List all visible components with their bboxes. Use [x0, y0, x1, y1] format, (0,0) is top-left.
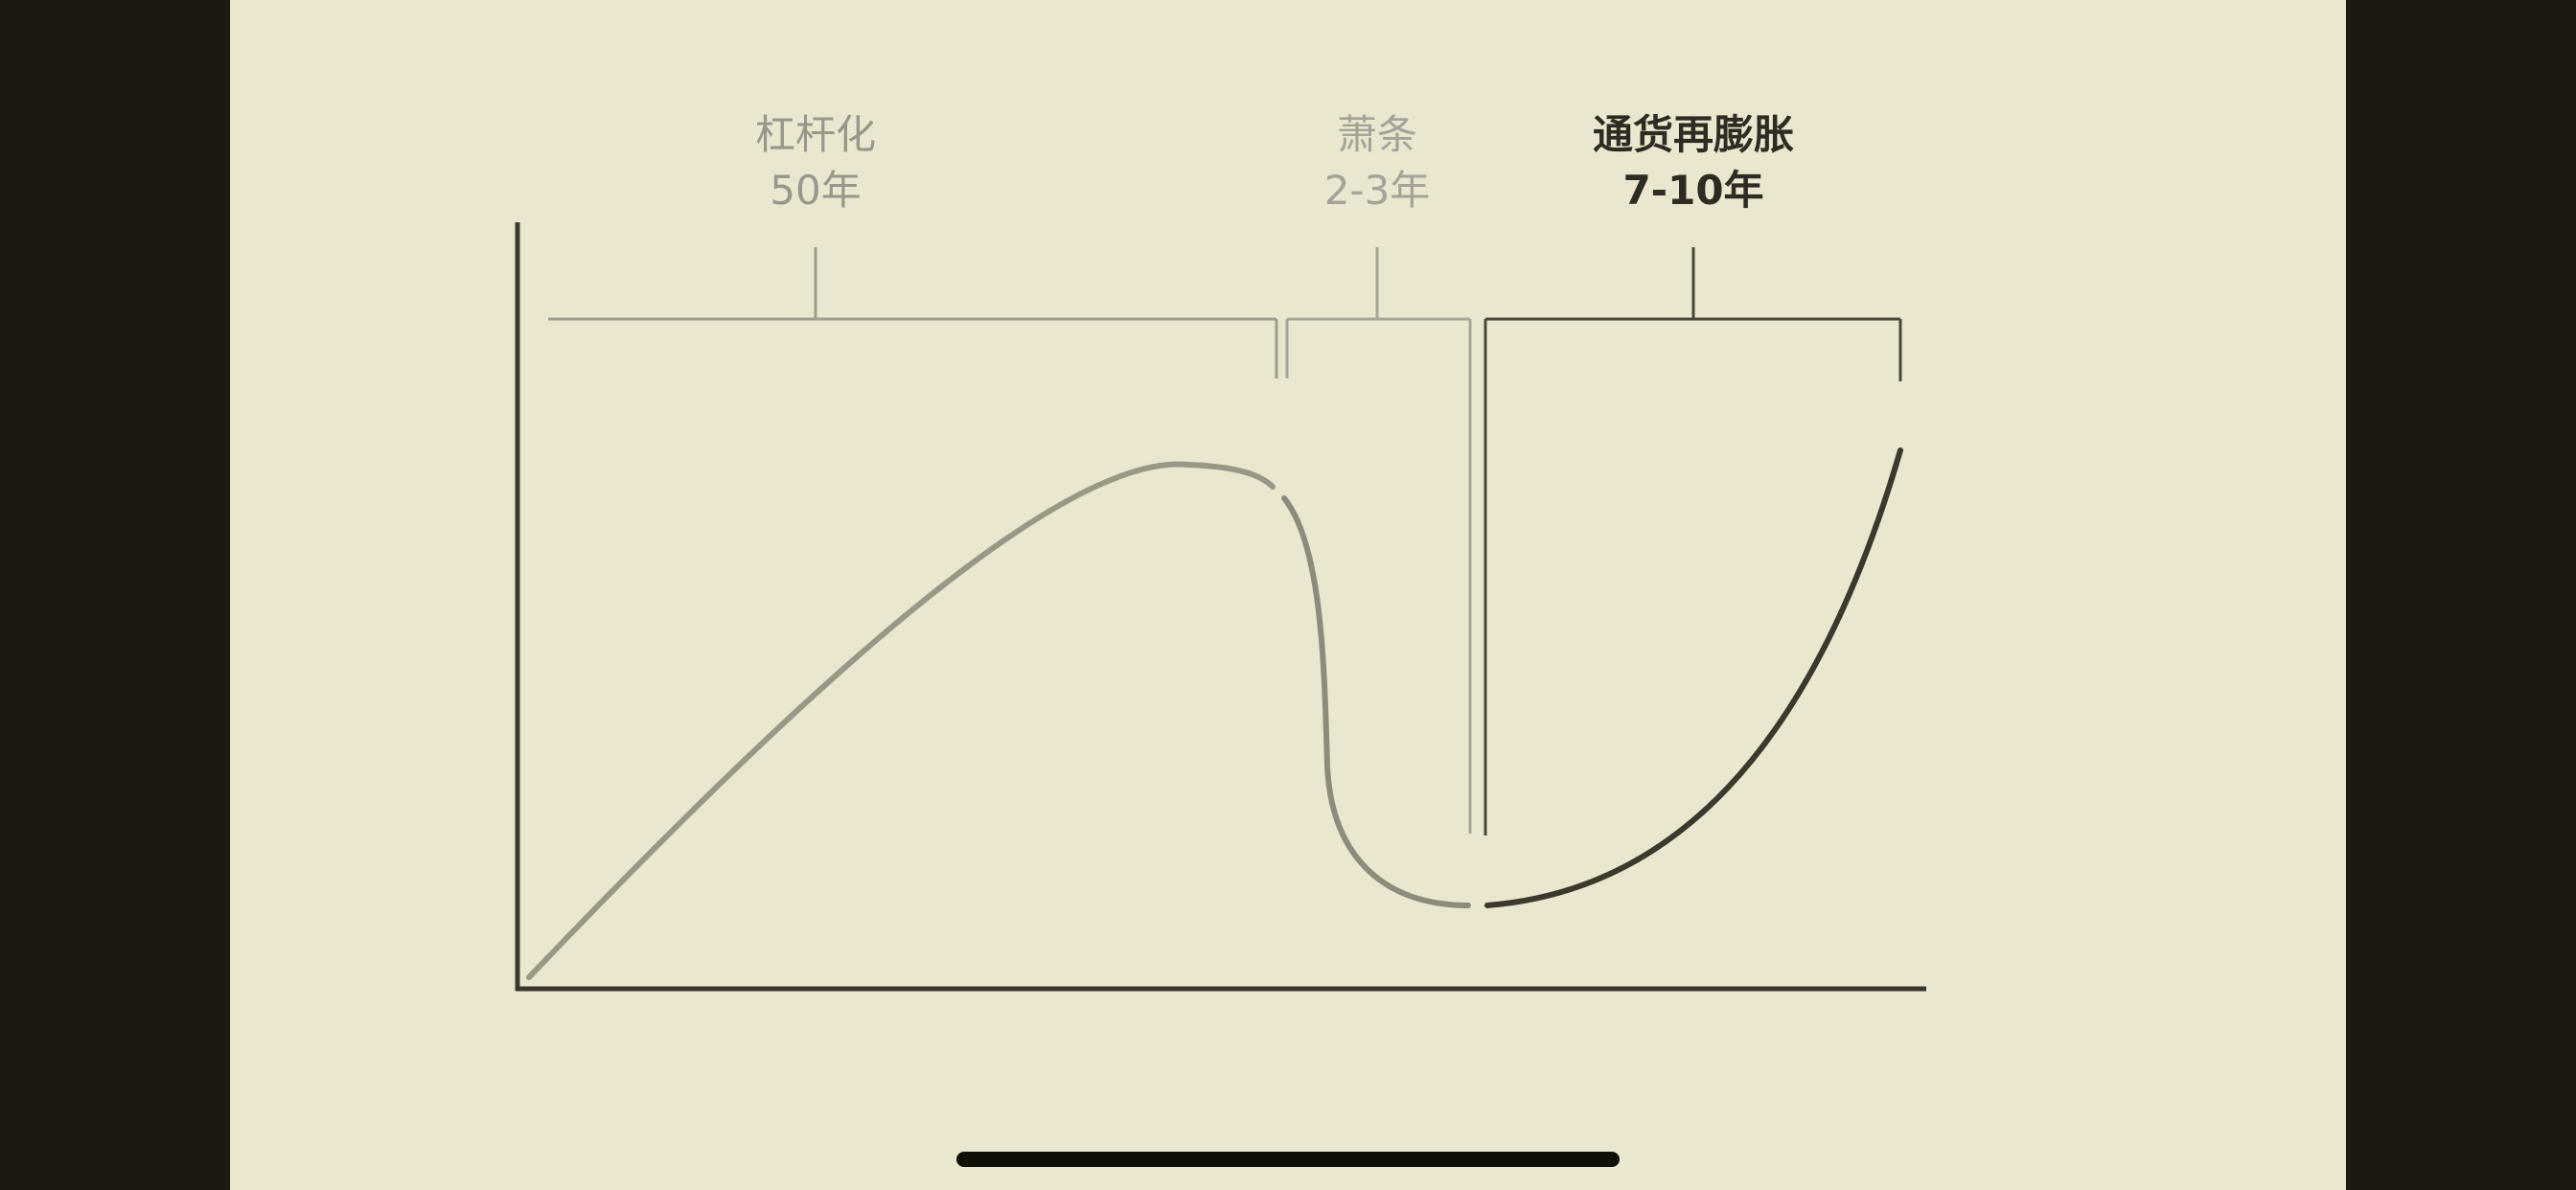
phase-label-leverage: 杠杆化 50年: [755, 107, 876, 218]
phase-duration: 2-3年: [1323, 167, 1431, 214]
phase-label-depression: 萧条 2-3年: [1324, 107, 1431, 218]
letterbox-left: [0, 0, 230, 1190]
letterbox-right: [2346, 0, 2576, 1190]
phase-name: 萧条: [1336, 111, 1418, 158]
phase-name: 杠杆化: [754, 111, 877, 158]
bracket-depression: [1285, 247, 1472, 834]
phase-duration: 7-10年: [1622, 167, 1764, 214]
curve-depression: [1281, 495, 1471, 908]
bracket-reflation: [1484, 247, 1902, 835]
debt-cycle-diagram: [515, 222, 1926, 992]
curve-leverage: [526, 461, 1276, 980]
video-frame[interactable]: 杠杆化 50年 萧条 2-3年 通货再膨胀 7-10年: [230, 0, 2346, 1190]
phase-duration: 50年: [770, 167, 862, 214]
phase-label-reflation: 通货再膨胀 7-10年: [1593, 107, 1794, 218]
curve-reflation: [1484, 447, 1903, 908]
home-indicator[interactable]: [956, 1152, 1620, 1167]
bracket-leverage: [548, 247, 1278, 378]
phase-name: 通货再膨胀: [1592, 111, 1795, 158]
